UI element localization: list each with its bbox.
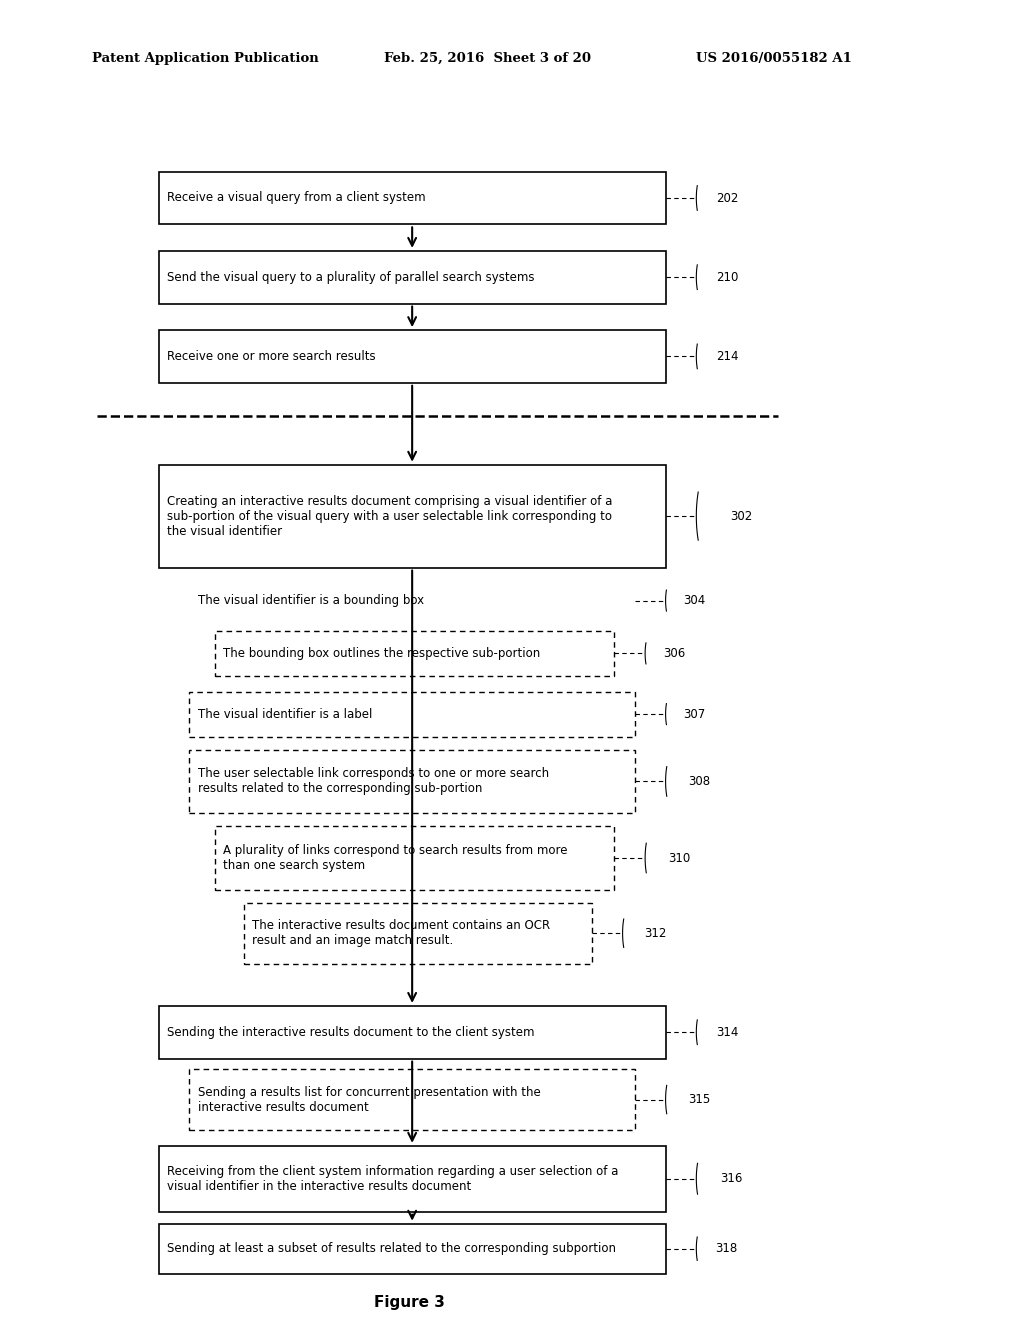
- Text: Receiving from the client system information regarding a user selection of a
vis: Receiving from the client system informa…: [167, 1164, 618, 1193]
- Text: 302: 302: [730, 510, 753, 523]
- Bar: [159, 465, 666, 568]
- Text: 210: 210: [716, 271, 738, 284]
- Text: 312: 312: [645, 927, 667, 940]
- Bar: [159, 1006, 666, 1059]
- Text: The interactive results document contains an OCR
result and an image match resul: The interactive results document contain…: [252, 919, 550, 948]
- Text: 315: 315: [688, 1093, 710, 1106]
- Text: 308: 308: [688, 775, 711, 788]
- Text: Creating an interactive results document comprising a visual identifier of a
sub: Creating an interactive results document…: [167, 495, 612, 537]
- Bar: [159, 251, 666, 304]
- Bar: [159, 172, 666, 224]
- Text: 304: 304: [683, 594, 706, 607]
- Text: 307: 307: [683, 708, 706, 721]
- Bar: [189, 750, 635, 813]
- Bar: [159, 1224, 666, 1274]
- Text: Send the visual query to a plurality of parallel search systems: Send the visual query to a plurality of …: [167, 271, 535, 284]
- Bar: [189, 578, 635, 623]
- Bar: [244, 903, 592, 964]
- Text: 316: 316: [720, 1172, 742, 1185]
- Text: 202: 202: [716, 191, 738, 205]
- Text: Sending a results list for concurrent presentation with the
interactive results : Sending a results list for concurrent pr…: [198, 1085, 541, 1114]
- Bar: [215, 631, 614, 676]
- Text: The visual identifier is a label: The visual identifier is a label: [198, 708, 372, 721]
- Text: Figure 3: Figure 3: [374, 1295, 445, 1311]
- Text: Sending the interactive results document to the client system: Sending the interactive results document…: [167, 1026, 535, 1039]
- Text: Feb. 25, 2016  Sheet 3 of 20: Feb. 25, 2016 Sheet 3 of 20: [384, 51, 591, 65]
- Bar: [215, 826, 614, 890]
- Text: 310: 310: [668, 851, 690, 865]
- Bar: [189, 692, 635, 737]
- Text: Sending at least a subset of results related to the corresponding subportion: Sending at least a subset of results rel…: [167, 1242, 615, 1255]
- Text: The bounding box outlines the respective sub-portion: The bounding box outlines the respective…: [223, 647, 541, 660]
- Text: 214: 214: [716, 350, 738, 363]
- Text: Receive one or more search results: Receive one or more search results: [167, 350, 376, 363]
- Bar: [159, 330, 666, 383]
- Text: US 2016/0055182 A1: US 2016/0055182 A1: [696, 51, 852, 65]
- Bar: [189, 1069, 635, 1130]
- Text: Receive a visual query from a client system: Receive a visual query from a client sys…: [167, 191, 426, 205]
- Text: The user selectable link corresponds to one or more search
results related to th: The user selectable link corresponds to …: [198, 767, 549, 796]
- Text: 318: 318: [716, 1242, 737, 1255]
- Text: 314: 314: [716, 1026, 738, 1039]
- Text: A plurality of links correspond to search results from more
than one search syst: A plurality of links correspond to searc…: [223, 843, 567, 873]
- Text: The visual identifier is a bounding box: The visual identifier is a bounding box: [198, 594, 424, 607]
- Text: Patent Application Publication: Patent Application Publication: [92, 51, 318, 65]
- Text: 306: 306: [663, 647, 685, 660]
- Bar: [159, 1146, 666, 1212]
